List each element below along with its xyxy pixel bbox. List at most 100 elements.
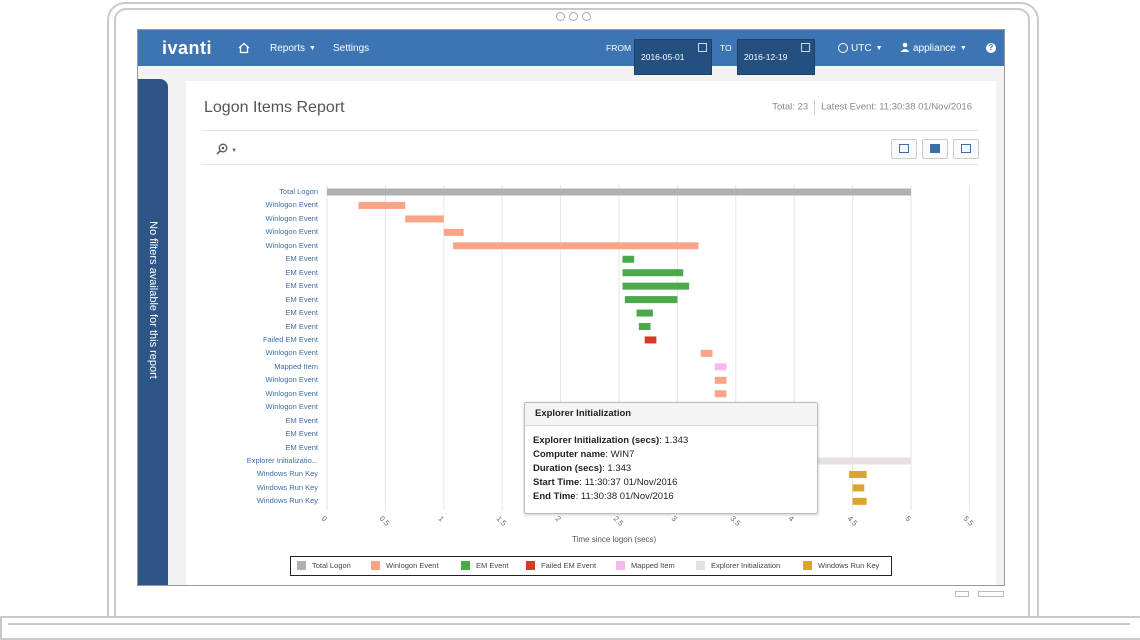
user-menu[interactable]: appliance ▼ [900,30,967,66]
export-button[interactable] [891,139,917,159]
y-category-label[interactable]: Windows Run Key [256,469,318,479]
top-navbar: ivanti Reports ▼ Settings FROM 2016-05-0… [138,30,1004,75]
timezone-menu[interactable]: UTC ▼ [838,30,883,66]
to-date-value: 2016-12-19 [744,52,788,62]
tooltip-row: Start Time: 11:30:37 01/Nov/2016 [533,477,678,488]
y-category-label[interactable]: Failed EM Event [262,334,318,344]
bar-windows-run-key[interactable] [852,497,867,505]
reports-menu[interactable]: Reports ▼ [270,30,316,66]
y-category-label[interactable]: Winlogon Event [265,388,318,398]
logon-timeline-chart: Total Logon Winlogon Event Winlogon Event W… [138,30,1004,585]
legend-item[interactable]: Mapped Item [616,561,675,570]
email-icon [961,144,971,153]
clock-icon [838,43,848,53]
y-category-label[interactable]: Windows Run Key [256,496,318,506]
user-icon [900,42,910,55]
bar-em-event[interactable] [622,255,635,263]
legend-swatch [371,561,380,570]
bar-windows-run-key[interactable] [852,484,865,492]
report-meta: Total: 23 Latest Event: 11:30:38 01/Nov/2… [772,100,972,114]
y-category-label[interactable]: EM Event [285,321,318,331]
bar-mapped-item[interactable] [714,363,727,371]
bar-windows-run-key[interactable] [849,470,867,478]
to-date-input[interactable]: 2016-12-19 [737,39,815,75]
bar-total-logon[interactable] [327,188,911,196]
export-icon [899,144,909,153]
legend-swatch [803,561,812,570]
bar-em-event[interactable] [622,269,684,277]
y-category-label[interactable]: EM Event [285,294,318,304]
y-category-label[interactable]: EM Event [285,429,318,439]
y-category-label[interactable]: Winlogon Event [265,213,318,223]
bar-em-event[interactable] [636,309,653,317]
y-category-label[interactable]: Winlogon Event [265,375,318,385]
y-category-label[interactable]: Total Logon [279,187,318,196]
bar-winlogon-event[interactable] [358,201,406,209]
bar-failed-em-event[interactable] [644,336,657,344]
filter-sidebar[interactable]: No filters available for this report [138,79,168,585]
tooltip-row: Duration (secs): 1.343 [533,463,632,474]
y-category-label[interactable]: Mapped Item [274,361,318,371]
y-category-label[interactable]: Winlogon Event [265,200,318,210]
app-screen: ivanti Reports ▼ Settings FROM 2016-05-0… [137,29,1005,586]
y-category-label[interactable]: Winlogon Event [265,227,318,237]
chart-plot [326,185,970,510]
y-category-label[interactable]: Winlogon Event [265,240,318,250]
bar-winlogon-event[interactable] [714,376,727,384]
camera-icon [556,12,591,21]
print-button[interactable] [922,139,948,159]
legend-item[interactable]: Windows Run Key [803,561,879,570]
y-category-label[interactable]: Winlogon Event [265,402,318,412]
legend-item[interactable]: Failed EM Event [526,561,596,570]
home-icon[interactable] [238,30,250,66]
y-category-label[interactable]: EM Event [285,267,318,277]
legend-label: Total Logon [312,561,351,570]
legend-item[interactable]: Winlogon Event [371,561,439,570]
vent-right [978,591,1004,597]
y-category-label[interactable]: EM Event [285,254,318,264]
legend-item[interactable]: EM Event [461,561,509,570]
zoom-icon [216,143,228,155]
y-category-label[interactable]: Windows Run Key [256,482,318,492]
help-icon[interactable]: ? [986,30,996,66]
tooltip-row: End Time: 11:30:38 01/Nov/2016 [533,491,674,502]
bar-winlogon-event[interactable] [714,390,727,398]
y-category-label[interactable]: Winlogon Event [265,348,318,358]
calendar-icon[interactable] [801,43,810,52]
chevron-down-icon: ▼ [959,44,967,52]
print-icon [930,144,940,153]
y-category-label[interactable]: EM Event [285,415,318,425]
legend-label: Explorer Initialization [711,561,781,570]
y-category-label[interactable]: EM Event [285,442,318,452]
y-category-label[interactable]: EM Event [285,308,318,318]
total-count: Total: 23 [772,101,809,113]
legend-swatch [616,561,625,570]
chart-legend: Total Logon Winlogon Event EM Event Failed … [290,556,892,576]
legend-item[interactable]: Explorer Initialization [696,561,780,570]
legend-swatch [696,561,705,570]
brand-logo[interactable]: ivanti [162,37,213,58]
bar-winlogon-event[interactable] [453,242,699,250]
laptop-base [0,616,1140,640]
bar-winlogon-event[interactable] [405,215,444,223]
user-name: appliance [913,42,956,54]
email-button[interactable] [953,139,979,159]
tooltip-title: Explorer Initialization [525,403,817,426]
chevron-down-icon: ▼ [875,44,883,52]
calendar-icon[interactable] [698,43,707,52]
latest-event: Latest Event: 11:30:38 01/Nov/2016 [821,101,972,113]
y-category-label[interactable]: EM Event [285,281,318,291]
bar-em-event[interactable] [622,282,690,290]
y-category-label[interactable]: Explorer Initializatio... [246,456,318,465]
from-date-input[interactable]: 2016-05-01 [634,39,712,75]
bar-em-event[interactable] [624,296,678,304]
legend-item[interactable]: Total Logon [297,561,351,570]
bar-winlogon-event[interactable] [700,349,713,357]
zoom-menu[interactable]: ▼ [216,143,237,158]
laptop-base-line [8,623,1130,633]
bar-winlogon-event[interactable] [443,228,464,236]
settings-link[interactable]: Settings [333,42,370,54]
bar-explorer-initialization[interactable] [754,457,911,465]
chevron-down-icon: ▼ [309,44,316,52]
bar-em-event[interactable] [638,323,651,330]
